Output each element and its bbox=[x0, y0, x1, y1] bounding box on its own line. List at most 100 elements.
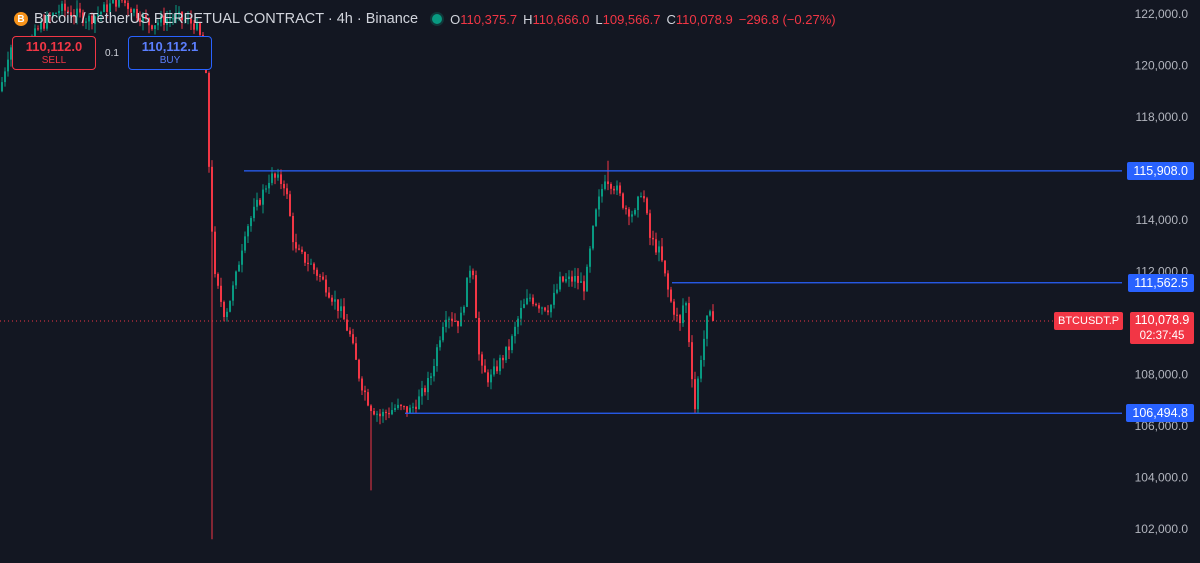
candle-body bbox=[217, 273, 219, 286]
candle-body bbox=[67, 10, 69, 13]
candle-body bbox=[505, 346, 507, 361]
candle-body bbox=[148, 18, 150, 26]
ticker-tag: BTCUSDT.P bbox=[1054, 311, 1124, 330]
candle-body bbox=[580, 281, 582, 283]
candle-body bbox=[643, 196, 645, 199]
candle-body bbox=[52, 13, 54, 17]
candle-body bbox=[286, 188, 288, 195]
axis-tick-label: 122,000.0 bbox=[1135, 7, 1189, 21]
candle-body bbox=[469, 270, 471, 278]
candle-body bbox=[544, 307, 546, 311]
candle-body bbox=[670, 289, 672, 302]
last-price-tag: 110,078.9 02:37:45 bbox=[1130, 311, 1194, 344]
candle-body bbox=[100, 11, 102, 15]
candle-body bbox=[43, 22, 45, 29]
buy-button[interactable]: 110,112.1 BUY bbox=[128, 36, 212, 70]
candle-body bbox=[487, 372, 489, 383]
candle-body bbox=[301, 249, 303, 252]
candle-body bbox=[394, 408, 396, 411]
candle-body bbox=[427, 378, 429, 393]
candle-body bbox=[220, 285, 222, 302]
candle-body bbox=[481, 354, 483, 366]
candle-body bbox=[586, 266, 588, 292]
candle-body bbox=[391, 410, 393, 415]
candle-body bbox=[241, 250, 243, 265]
candle-body bbox=[490, 374, 492, 383]
candle-body bbox=[208, 72, 210, 167]
level-tag-115908[interactable]: 115,908.0 bbox=[1127, 161, 1194, 180]
candle-body bbox=[73, 16, 75, 18]
candle-body bbox=[151, 25, 153, 30]
candle-body bbox=[232, 285, 234, 301]
candle-body bbox=[541, 307, 543, 309]
candle-body bbox=[274, 173, 276, 178]
candle-body bbox=[550, 304, 552, 313]
candle-body bbox=[607, 181, 609, 185]
candle-body bbox=[664, 260, 666, 274]
candle-body bbox=[478, 317, 480, 355]
candle-body bbox=[436, 347, 438, 367]
candle-body bbox=[283, 184, 285, 189]
candle-body bbox=[316, 269, 318, 276]
candle-body bbox=[442, 326, 444, 341]
candle-body bbox=[328, 292, 330, 298]
candle-body bbox=[421, 388, 423, 397]
symbol-legend: B Bitcoin / TetherUS PERPETUAL CONTRACT … bbox=[14, 9, 836, 29]
symbol-title[interactable]: Bitcoin / TetherUS PERPETUAL CONTRACT · … bbox=[34, 11, 419, 27]
candle-body bbox=[598, 196, 600, 210]
candle-body bbox=[175, 13, 177, 19]
candle-body bbox=[97, 14, 99, 17]
candle-body bbox=[517, 318, 519, 327]
candle-body bbox=[4, 71, 6, 83]
candle-body bbox=[706, 315, 708, 339]
level-tag-111562[interactable]: 111,562.5 bbox=[1128, 273, 1194, 292]
candle-body bbox=[463, 306, 465, 313]
candle-body bbox=[583, 281, 585, 292]
candle-body bbox=[109, 3, 111, 12]
candle-body bbox=[253, 206, 255, 219]
candle-body bbox=[331, 297, 333, 302]
candle-body bbox=[640, 196, 642, 198]
candle-body bbox=[271, 173, 273, 183]
candle-body bbox=[682, 305, 684, 324]
candle-body bbox=[700, 360, 702, 379]
price-change: −296.8 (−0.27%) bbox=[738, 11, 836, 27]
candle-body bbox=[76, 8, 78, 17]
candle-body bbox=[412, 406, 414, 408]
ohlc-low: L109,566.7 bbox=[595, 11, 661, 27]
candle-body bbox=[382, 411, 384, 417]
candle-body bbox=[295, 242, 297, 249]
candle-body bbox=[370, 405, 372, 412]
sell-label: SELL bbox=[41, 55, 67, 66]
axis-tick-label: 102,000.0 bbox=[1135, 522, 1189, 536]
sell-button[interactable]: 110,112.0 SELL bbox=[12, 36, 96, 70]
last-price-value: 110,078.9 bbox=[1134, 312, 1190, 327]
candle-body bbox=[127, 2, 129, 9]
level-tag-106494[interactable]: 106,494.8 bbox=[1126, 404, 1194, 423]
ohlc-close: C110,078.9 bbox=[666, 11, 733, 27]
candle-body bbox=[676, 314, 678, 316]
quantity-value[interactable]: 0.1 bbox=[105, 47, 119, 59]
candle-body bbox=[445, 319, 447, 327]
candle-body bbox=[322, 276, 324, 280]
candle-body bbox=[40, 22, 42, 30]
axis-tick-label: 108,000.0 bbox=[1135, 368, 1189, 382]
candle-body bbox=[247, 226, 249, 237]
candle-body bbox=[472, 270, 474, 276]
candle-body bbox=[223, 301, 225, 318]
candle-body bbox=[679, 315, 681, 324]
candle-body bbox=[133, 8, 135, 13]
candle-body bbox=[268, 182, 270, 189]
candle-body bbox=[85, 21, 87, 23]
candle-body bbox=[592, 225, 594, 249]
candle-body bbox=[313, 263, 315, 270]
candle-body bbox=[484, 365, 486, 373]
candle-body bbox=[64, 3, 66, 11]
candle-body bbox=[55, 13, 57, 15]
candle-body bbox=[139, 18, 141, 23]
candle-body bbox=[685, 303, 687, 306]
candle-body bbox=[238, 264, 240, 272]
candle-body bbox=[277, 174, 279, 178]
candle-body bbox=[172, 18, 174, 20]
